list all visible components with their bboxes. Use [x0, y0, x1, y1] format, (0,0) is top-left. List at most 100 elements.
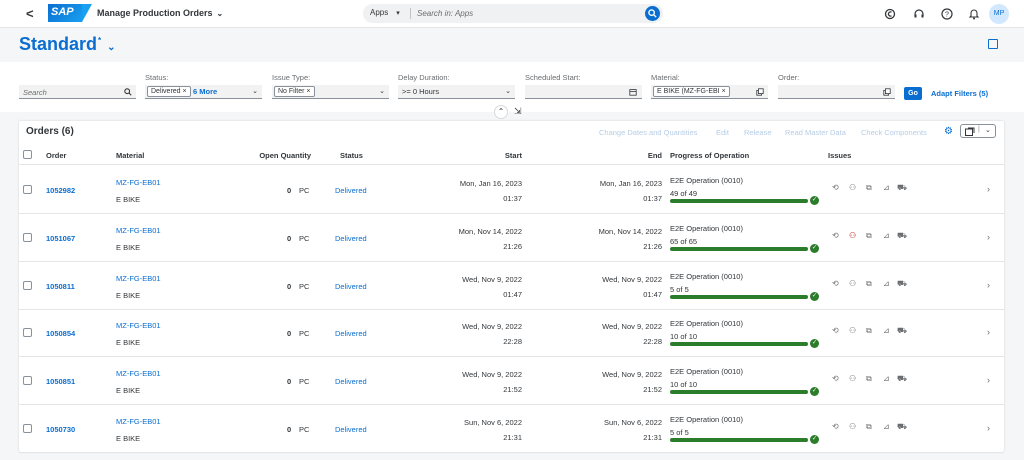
hierarchy-icon[interactable]: ⚇ [849, 230, 857, 240]
table-row[interactable]: 1052982 MZ-FG-EB01 E BIKE 0 PC Delivered… [19, 166, 1004, 214]
quality-chart-icon[interactable]: ⊿ [883, 230, 890, 240]
notification-bell-icon[interactable] [968, 8, 980, 20]
go-button[interactable]: Go [904, 87, 922, 100]
row-checkbox[interactable] [23, 424, 32, 433]
history-icon[interactable]: ⟲ [832, 183, 839, 192]
row-navigation-icon[interactable]: › [987, 231, 990, 242]
back-button[interactable]: < [26, 6, 34, 21]
order-link[interactable]: 1050811 [46, 281, 75, 291]
status-token[interactable]: Delivered × [147, 86, 191, 97]
search-button[interactable] [645, 6, 660, 21]
table-row[interactable]: 1050851 MZ-FG-EB01 E BIKE 0 PC Delivered… [19, 357, 1004, 406]
select-all-checkbox[interactable] [23, 150, 32, 159]
search-field[interactable]: Search [19, 85, 136, 99]
pin-header-icon[interactable]: ⇲ [514, 106, 522, 116]
material-filter[interactable]: E BIKE (MZ-FG-EBI × [651, 85, 768, 99]
status-more-link[interactable]: 6 More [193, 87, 218, 96]
table-row[interactable]: 1050730 MZ-FG-EB01 E BIKE 0 PC Delivered… [19, 405, 1004, 453]
order-link[interactable]: 1052982 [46, 186, 76, 195]
status-link[interactable]: Delivered [335, 329, 367, 339]
col-progress[interactable]: Progress of Operation [670, 151, 750, 160]
scheduled-start-field[interactable] [525, 85, 642, 99]
copilot-icon[interactable] [884, 8, 896, 20]
delay-duration-select[interactable]: >= 0 Hours ⌄ [398, 85, 515, 99]
truck-icon[interactable]: ⛟ [897, 422, 908, 431]
row-checkbox[interactable] [23, 376, 32, 386]
gear-icon[interactable]: ⚙ [944, 126, 953, 137]
quality-chart-icon[interactable]: ⊿ [883, 278, 890, 288]
row-navigation-icon[interactable]: › [987, 423, 990, 433]
adapt-filters-button[interactable]: Adapt Filters (5) [931, 89, 989, 98]
app-title-menu[interactable]: Manage Production Orders ⌄ [97, 8, 223, 18]
table-row[interactable]: 1050854 MZ-FG-EB01 E BIKE 0 PC Delivered… [19, 309, 1004, 358]
issue-type-filter[interactable]: No Filter × ⌄ [272, 85, 389, 99]
order-filter[interactable] [778, 85, 895, 99]
truck-icon[interactable]: ⛟ [897, 278, 908, 288]
status-link[interactable]: Delivered [335, 186, 367, 195]
chevron-down-icon[interactable]: ⌄ [252, 88, 258, 95]
status-filter[interactable]: Delivered × 6 More ⌄ [145, 85, 262, 99]
history-icon[interactable]: ⟲ [832, 374, 839, 384]
variant-management[interactable]: Standard* ⌄ [19, 34, 116, 55]
issue-token[interactable]: No Filter × [274, 86, 315, 97]
hierarchy-icon[interactable]: ⚇ [849, 422, 857, 431]
col-status[interactable]: Status [340, 151, 363, 160]
truck-icon[interactable]: ⛟ [897, 183, 908, 192]
quality-chart-icon[interactable]: ⊿ [883, 374, 890, 384]
value-help-icon[interactable] [883, 88, 891, 96]
truck-icon[interactable]: ⛟ [897, 374, 908, 384]
table-row[interactable]: 1050811 MZ-FG-EB01 E BIKE 0 PC Delivered… [19, 262, 1004, 310]
history-icon[interactable]: ⟲ [832, 278, 839, 288]
value-help-icon[interactable] [756, 88, 764, 96]
hierarchy-icon[interactable]: ⚇ [849, 278, 857, 288]
help-icon[interactable]: ? [941, 8, 953, 20]
row-navigation-icon[interactable]: › [987, 184, 990, 194]
release-button[interactable]: Release [744, 128, 772, 137]
row-checkbox[interactable] [23, 328, 32, 338]
truck-icon[interactable]: ⛟ [897, 326, 908, 336]
material-token[interactable]: E BIKE (MZ-FG-EBI × [653, 86, 730, 97]
history-icon[interactable]: ⟲ [832, 326, 839, 336]
quality-chart-icon[interactable]: ⊿ [883, 422, 890, 431]
components-icon[interactable]: ⧉ [866, 278, 872, 288]
edit-button[interactable]: Edit [716, 128, 729, 137]
order-link[interactable]: 1050730 [46, 425, 76, 434]
shell-search[interactable]: Apps ▾ Search in: Apps [363, 4, 663, 23]
col-start[interactable]: Start [504, 151, 522, 160]
row-checkbox[interactable] [23, 280, 32, 290]
status-link[interactable]: Delivered [335, 377, 367, 387]
material-link[interactable]: MZ-FG-EB01 [116, 417, 161, 426]
export-button[interactable]: | ⌄ [960, 124, 996, 138]
close-icon[interactable]: × [721, 88, 726, 95]
material-link[interactable]: MZ-FG-EB01 [116, 321, 161, 331]
history-icon[interactable]: ⟲ [832, 230, 839, 240]
chevron-down-icon[interactable]: ⌄ [985, 127, 991, 134]
headset-icon[interactable] [913, 8, 925, 20]
col-material[interactable]: Material [116, 151, 145, 160]
quality-chart-icon[interactable]: ⊿ [883, 183, 890, 192]
hierarchy-icon[interactable]: ⚇ [849, 183, 857, 192]
row-navigation-icon[interactable]: › [987, 279, 990, 290]
material-link[interactable]: MZ-FG-EB01 [116, 273, 161, 283]
status-link[interactable]: Delivered [335, 233, 367, 243]
status-link[interactable]: Delivered [335, 425, 367, 434]
hierarchy-icon[interactable]: ⚇ [849, 374, 857, 384]
order-link[interactable]: 1050854 [46, 329, 76, 339]
row-checkbox[interactable] [23, 232, 32, 242]
close-icon[interactable]: × [306, 88, 311, 95]
share-icon[interactable] [988, 39, 998, 49]
order-link[interactable]: 1051067 [46, 233, 76, 243]
col-order[interactable]: Order [46, 151, 67, 160]
col-open-quantity[interactable]: Open Quantity [259, 151, 311, 160]
history-icon[interactable]: ⟲ [832, 422, 839, 431]
read-master-data-button[interactable]: Read Master Data [785, 128, 846, 137]
material-link[interactable]: MZ-FG-EB01 [116, 369, 161, 379]
search-input[interactable]: Search in: Apps [417, 9, 474, 18]
sap-logo[interactable]: SAP [48, 4, 92, 22]
hierarchy-icon[interactable]: ⚇ [849, 326, 857, 336]
col-end[interactable]: End [647, 151, 662, 160]
search-scope-select[interactable]: Apps ▾ [370, 8, 400, 17]
components-icon[interactable]: ⧉ [866, 183, 872, 192]
components-icon[interactable]: ⧉ [866, 230, 872, 240]
quality-chart-icon[interactable]: ⊿ [883, 326, 890, 336]
